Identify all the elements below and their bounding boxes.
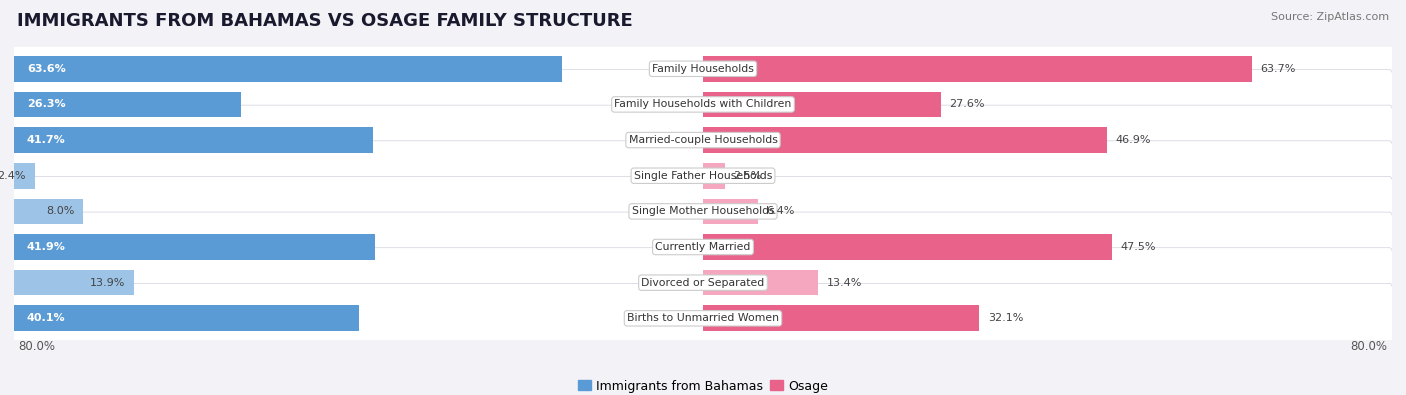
Bar <box>14 305 360 331</box>
FancyBboxPatch shape <box>13 105 1393 175</box>
FancyBboxPatch shape <box>13 34 1393 104</box>
Text: Family Households: Family Households <box>652 64 754 74</box>
Text: 32.1%: 32.1% <box>988 313 1024 324</box>
Text: 63.6%: 63.6% <box>27 64 66 74</box>
Bar <box>14 56 562 82</box>
Text: 80.0%: 80.0% <box>18 340 55 354</box>
Text: 26.3%: 26.3% <box>27 100 66 109</box>
Text: 47.5%: 47.5% <box>1121 242 1156 252</box>
Bar <box>703 305 980 331</box>
Text: 46.9%: 46.9% <box>1115 135 1152 145</box>
Text: 8.0%: 8.0% <box>46 206 75 216</box>
Text: IMMIGRANTS FROM BAHAMAS VS OSAGE FAMILY STRUCTURE: IMMIGRANTS FROM BAHAMAS VS OSAGE FAMILY … <box>17 12 633 30</box>
Text: 2.4%: 2.4% <box>0 171 27 181</box>
Text: 2.5%: 2.5% <box>733 171 762 181</box>
FancyBboxPatch shape <box>13 177 1393 246</box>
Bar <box>14 163 35 188</box>
Bar <box>703 199 758 224</box>
Text: Source: ZipAtlas.com: Source: ZipAtlas.com <box>1271 12 1389 22</box>
Text: 63.7%: 63.7% <box>1260 64 1295 74</box>
Text: 41.7%: 41.7% <box>27 135 66 145</box>
Text: 13.4%: 13.4% <box>827 278 862 288</box>
Bar <box>14 270 134 295</box>
Bar <box>703 127 1107 153</box>
Text: 6.4%: 6.4% <box>766 206 796 216</box>
Text: Divorced or Separated: Divorced or Separated <box>641 278 765 288</box>
FancyBboxPatch shape <box>13 248 1393 318</box>
Text: Family Households with Children: Family Households with Children <box>614 100 792 109</box>
Text: 41.9%: 41.9% <box>27 242 66 252</box>
Text: Single Father Households: Single Father Households <box>634 171 772 181</box>
Bar <box>14 92 240 117</box>
FancyBboxPatch shape <box>13 212 1393 282</box>
Bar <box>703 56 1251 82</box>
Text: Married-couple Households: Married-couple Households <box>628 135 778 145</box>
Bar <box>703 92 941 117</box>
Bar <box>703 163 724 188</box>
Text: Currently Married: Currently Married <box>655 242 751 252</box>
FancyBboxPatch shape <box>13 283 1393 353</box>
Text: Single Mother Households: Single Mother Households <box>631 206 775 216</box>
Legend: Immigrants from Bahamas, Osage: Immigrants from Bahamas, Osage <box>574 375 832 395</box>
Bar <box>14 234 375 260</box>
FancyBboxPatch shape <box>13 70 1393 139</box>
Bar <box>14 127 373 153</box>
Bar <box>14 199 83 224</box>
FancyBboxPatch shape <box>13 141 1393 211</box>
Text: 80.0%: 80.0% <box>1351 340 1388 354</box>
Text: 27.6%: 27.6% <box>949 100 984 109</box>
Text: Births to Unmarried Women: Births to Unmarried Women <box>627 313 779 324</box>
Text: 13.9%: 13.9% <box>90 278 125 288</box>
Bar <box>703 234 1112 260</box>
Text: 40.1%: 40.1% <box>27 313 66 324</box>
Bar <box>703 270 818 295</box>
